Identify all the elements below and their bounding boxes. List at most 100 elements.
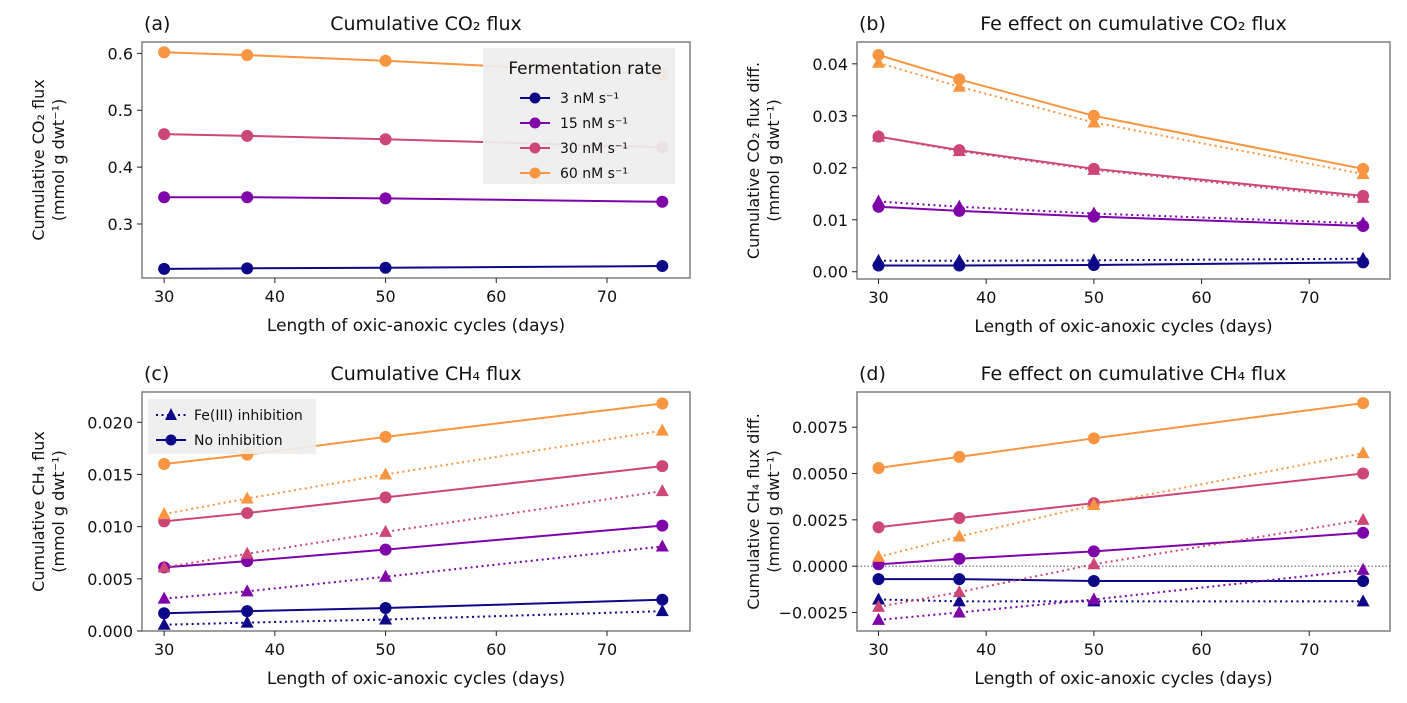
data-point-triangle — [157, 560, 171, 573]
series — [157, 604, 669, 630]
series — [157, 539, 669, 604]
data-point-circle — [953, 552, 966, 565]
y-axis-label: Cumulative CH₄ flux diff.(mmol g dwt⁻¹) — [744, 413, 783, 610]
y-axis-label-line1: Cumulative CH₄ flux diff. — [744, 413, 763, 610]
x-tick-label: 30 — [154, 640, 174, 659]
y-axis-label: Cumulative CH₄ flux(mmol g dwt⁻¹) — [29, 431, 68, 592]
series — [872, 397, 1370, 474]
data-point-triangle — [1356, 512, 1370, 525]
y-tick-label: 0.03 — [812, 107, 848, 126]
data-point-triangle — [1356, 594, 1370, 607]
panel-b: (b) Fe effect on cumulative CO₂ flux 30 40 5… — [744, 13, 1391, 337]
data-point-circle — [379, 543, 392, 556]
y-axis-label: Cumulative CO₂ flux(mmol g dwt⁻¹) — [29, 79, 68, 240]
data-point-circle — [1357, 219, 1370, 232]
data-point-triangle — [872, 612, 886, 625]
y-tick-label: 0.02 — [812, 159, 848, 178]
plot-area — [856, 391, 1391, 632]
series-line — [878, 257, 1364, 262]
legend-swatch-marker — [529, 92, 541, 104]
y-tick-label: 0.0000 — [792, 557, 848, 576]
series-line — [164, 524, 663, 569]
series — [872, 256, 1370, 272]
data-point-circle — [953, 144, 966, 157]
data-point-circle — [1357, 574, 1370, 587]
series — [157, 484, 669, 573]
series-line — [878, 402, 1364, 469]
data-point-circle — [953, 511, 966, 524]
data-point-circle — [241, 605, 254, 618]
data-point-circle — [656, 195, 669, 208]
plot-area — [856, 41, 1391, 280]
series-line — [878, 568, 1364, 621]
series — [872, 446, 1370, 562]
x-axis-label: Length of oxic-anoxic cycles (days) — [974, 317, 1272, 337]
x-tick-label: 50 — [375, 287, 395, 306]
data-point-circle — [241, 262, 254, 275]
data-point-circle — [379, 192, 392, 205]
data-point-circle — [872, 521, 885, 534]
legend-swatch-triangle — [165, 408, 177, 420]
data-point-circle — [379, 54, 392, 67]
data-point-triangle — [379, 524, 393, 537]
data-point-triangle — [1087, 592, 1101, 605]
data-point-triangle — [240, 491, 254, 504]
data-point-circle — [953, 573, 966, 586]
data-point-circle — [1357, 189, 1370, 202]
x-axis-label: Length of oxic-anoxic cycles (days) — [267, 669, 565, 689]
series — [158, 260, 669, 275]
data-point-circle — [241, 49, 254, 62]
panel-a: (a) Cumulative CO₂ flux 30 40 50 60 70 Length o… — [29, 13, 691, 336]
series-line — [878, 261, 1364, 267]
series-line — [164, 465, 663, 523]
data-point-circle — [872, 130, 885, 143]
legend-swatch-marker — [529, 142, 541, 154]
data-point-triangle — [655, 484, 669, 497]
data-point-triangle — [379, 569, 393, 582]
y-axis-label: Cumulative CO₂ flux diff.(mmol g dwt⁻¹) — [744, 62, 783, 259]
y-axis-label-line1: Cumulative CO₂ flux diff. — [744, 62, 763, 259]
data-point-circle — [379, 430, 392, 443]
data-point-triangle — [240, 546, 254, 559]
series-line — [878, 200, 1364, 225]
y-tick-label: 0.0025 — [792, 511, 848, 530]
y-tick-label: 0.4 — [108, 158, 133, 177]
data-point-circle — [656, 519, 669, 532]
data-point-circle — [872, 48, 885, 61]
y-tick-label: 0.010 — [87, 518, 133, 537]
legend-swatch-circle — [165, 434, 177, 446]
x-tick-label: 70 — [1299, 288, 1319, 307]
data-point-circle — [872, 461, 885, 474]
data-point-triangle — [872, 55, 886, 68]
chart-title: Fe effect on cumulative CH₄ flux — [981, 363, 1287, 385]
chart-title: Cumulative CH₄ flux — [331, 363, 522, 385]
y-tick-label: 0.04 — [812, 55, 848, 74]
y-tick-label: 0.01 — [812, 211, 848, 230]
data-point-triangle — [1087, 498, 1101, 511]
series-line — [164, 196, 663, 203]
data-point-circle — [1357, 397, 1370, 410]
chart-title: Fe effect on cumulative CO₂ flux — [980, 13, 1287, 35]
data-point-circle — [656, 397, 669, 410]
x-tick-label: 40 — [976, 640, 996, 659]
x-tick-label: 70 — [1299, 640, 1319, 659]
series-line — [878, 135, 1364, 197]
y-tick-label: 0.5 — [108, 101, 133, 120]
panel-label: (a) — [144, 13, 170, 35]
x-tick-label: 50 — [1084, 640, 1104, 659]
legend-swatch-marker — [529, 167, 541, 179]
data-point-circle — [1087, 574, 1100, 587]
data-point-triangle — [655, 604, 669, 617]
chart-title: Cumulative CO₂ flux — [330, 13, 522, 35]
data-point-triangle — [872, 549, 886, 562]
series — [157, 423, 669, 520]
data-point-circle — [1087, 162, 1100, 175]
y-axis-label-line2: (mmol g dwt⁻¹) — [49, 450, 68, 573]
series — [158, 191, 669, 208]
data-point-circle — [953, 204, 966, 217]
series — [158, 397, 669, 471]
data-point-triangle — [240, 584, 254, 597]
y-axis-label-line1: Cumulative CH₄ flux — [29, 431, 48, 592]
data-point-triangle — [1356, 446, 1370, 459]
data-point-circle — [241, 129, 254, 142]
